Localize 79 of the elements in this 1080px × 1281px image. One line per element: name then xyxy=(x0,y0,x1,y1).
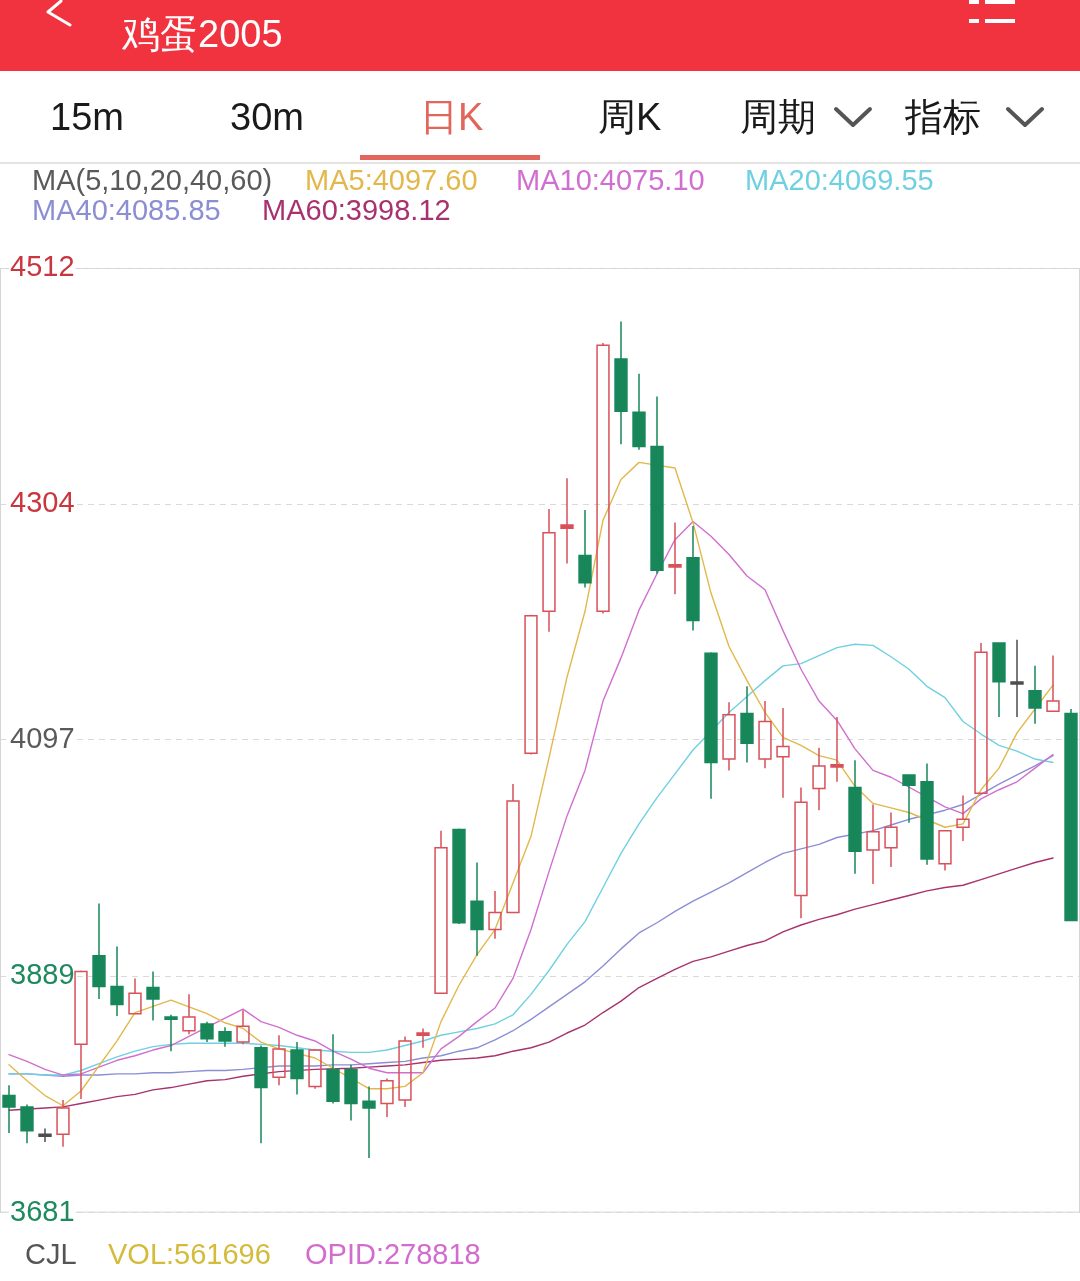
candlestick xyxy=(182,993,196,1035)
candlestick xyxy=(488,890,502,940)
candlestick xyxy=(632,372,646,451)
candlestick xyxy=(398,1035,412,1108)
text: 周K xyxy=(598,96,662,140)
text: 指标 xyxy=(905,96,981,140)
candlestick xyxy=(740,685,754,764)
candlestick xyxy=(1010,638,1024,718)
candlestick xyxy=(812,746,826,811)
y-tick-label: 3889 xyxy=(10,958,75,991)
candlestick xyxy=(668,521,682,595)
candlestick xyxy=(776,707,790,799)
text: 30m xyxy=(230,96,304,140)
candlestick xyxy=(758,700,772,769)
text: MA10:4075.10 xyxy=(516,164,705,198)
candlestick xyxy=(470,861,484,957)
candlestick xyxy=(380,1077,394,1118)
chart-title: 鸡蛋2005 xyxy=(122,13,283,57)
candlestick xyxy=(920,762,934,866)
candlestick xyxy=(20,1103,34,1145)
candlestick xyxy=(830,716,844,783)
candlestick xyxy=(74,969,88,1100)
candlestick xyxy=(1064,708,1078,922)
candlestick xyxy=(866,803,880,885)
y-tick-label: 4097 xyxy=(10,721,75,754)
candlestick xyxy=(542,508,556,633)
candlestick xyxy=(56,1099,70,1148)
candlestick xyxy=(1028,665,1042,725)
y-tick-label: 4512 xyxy=(10,250,75,282)
candlestick xyxy=(416,1027,430,1049)
candlestick xyxy=(992,642,1006,718)
candlestick xyxy=(560,477,574,565)
candlestick xyxy=(2,1084,16,1134)
candlestick xyxy=(686,525,700,632)
candlestick xyxy=(164,1014,178,1052)
candlestick xyxy=(596,342,610,615)
text: OPID:278818 xyxy=(305,1238,481,1272)
text: CJL xyxy=(25,1238,77,1272)
candlestick xyxy=(938,829,952,872)
text: VOL:561696 xyxy=(108,1238,271,1272)
candlestick xyxy=(974,642,988,794)
text: 15m xyxy=(50,96,124,140)
candlestick xyxy=(506,783,520,914)
text: 日K xyxy=(420,96,484,140)
candlestick xyxy=(722,701,736,772)
text: MA5:4097.60 xyxy=(305,164,478,198)
candlestick xyxy=(290,1041,304,1096)
candlestick xyxy=(578,509,592,589)
legend-title: MA(5,10,20,40,60) xyxy=(32,164,273,198)
candlestick xyxy=(236,1009,250,1046)
text: MA20:4069.55 xyxy=(745,164,934,198)
candlestick xyxy=(308,1048,322,1090)
y-tick-label: 4304 xyxy=(10,486,75,519)
text: 周期 xyxy=(740,96,816,140)
candlestick xyxy=(254,1044,268,1145)
candlestick xyxy=(794,786,808,919)
candlestick xyxy=(218,1026,232,1048)
candlestick xyxy=(92,902,106,1000)
candlestick xyxy=(362,1085,376,1159)
candlestick xyxy=(146,970,160,1022)
candlestick xyxy=(1046,654,1060,713)
candlestick xyxy=(956,794,970,842)
candlestick xyxy=(38,1127,52,1143)
candlestick xyxy=(884,811,898,868)
candlestick xyxy=(614,320,628,445)
candlestick xyxy=(902,774,916,824)
candlestick xyxy=(128,977,142,1015)
candlestick xyxy=(452,827,466,925)
y-tick-label: 3681 xyxy=(10,1194,75,1227)
candlestick xyxy=(434,829,448,994)
candlestick xyxy=(344,1064,358,1122)
candlestick xyxy=(272,1034,286,1087)
candlestick xyxy=(200,1020,214,1043)
candlestick xyxy=(524,613,538,756)
candlestick xyxy=(110,945,124,1017)
candlestick xyxy=(848,759,862,875)
candlestick xyxy=(650,395,664,575)
candlestick xyxy=(704,651,718,800)
candlestick xyxy=(326,1033,340,1105)
